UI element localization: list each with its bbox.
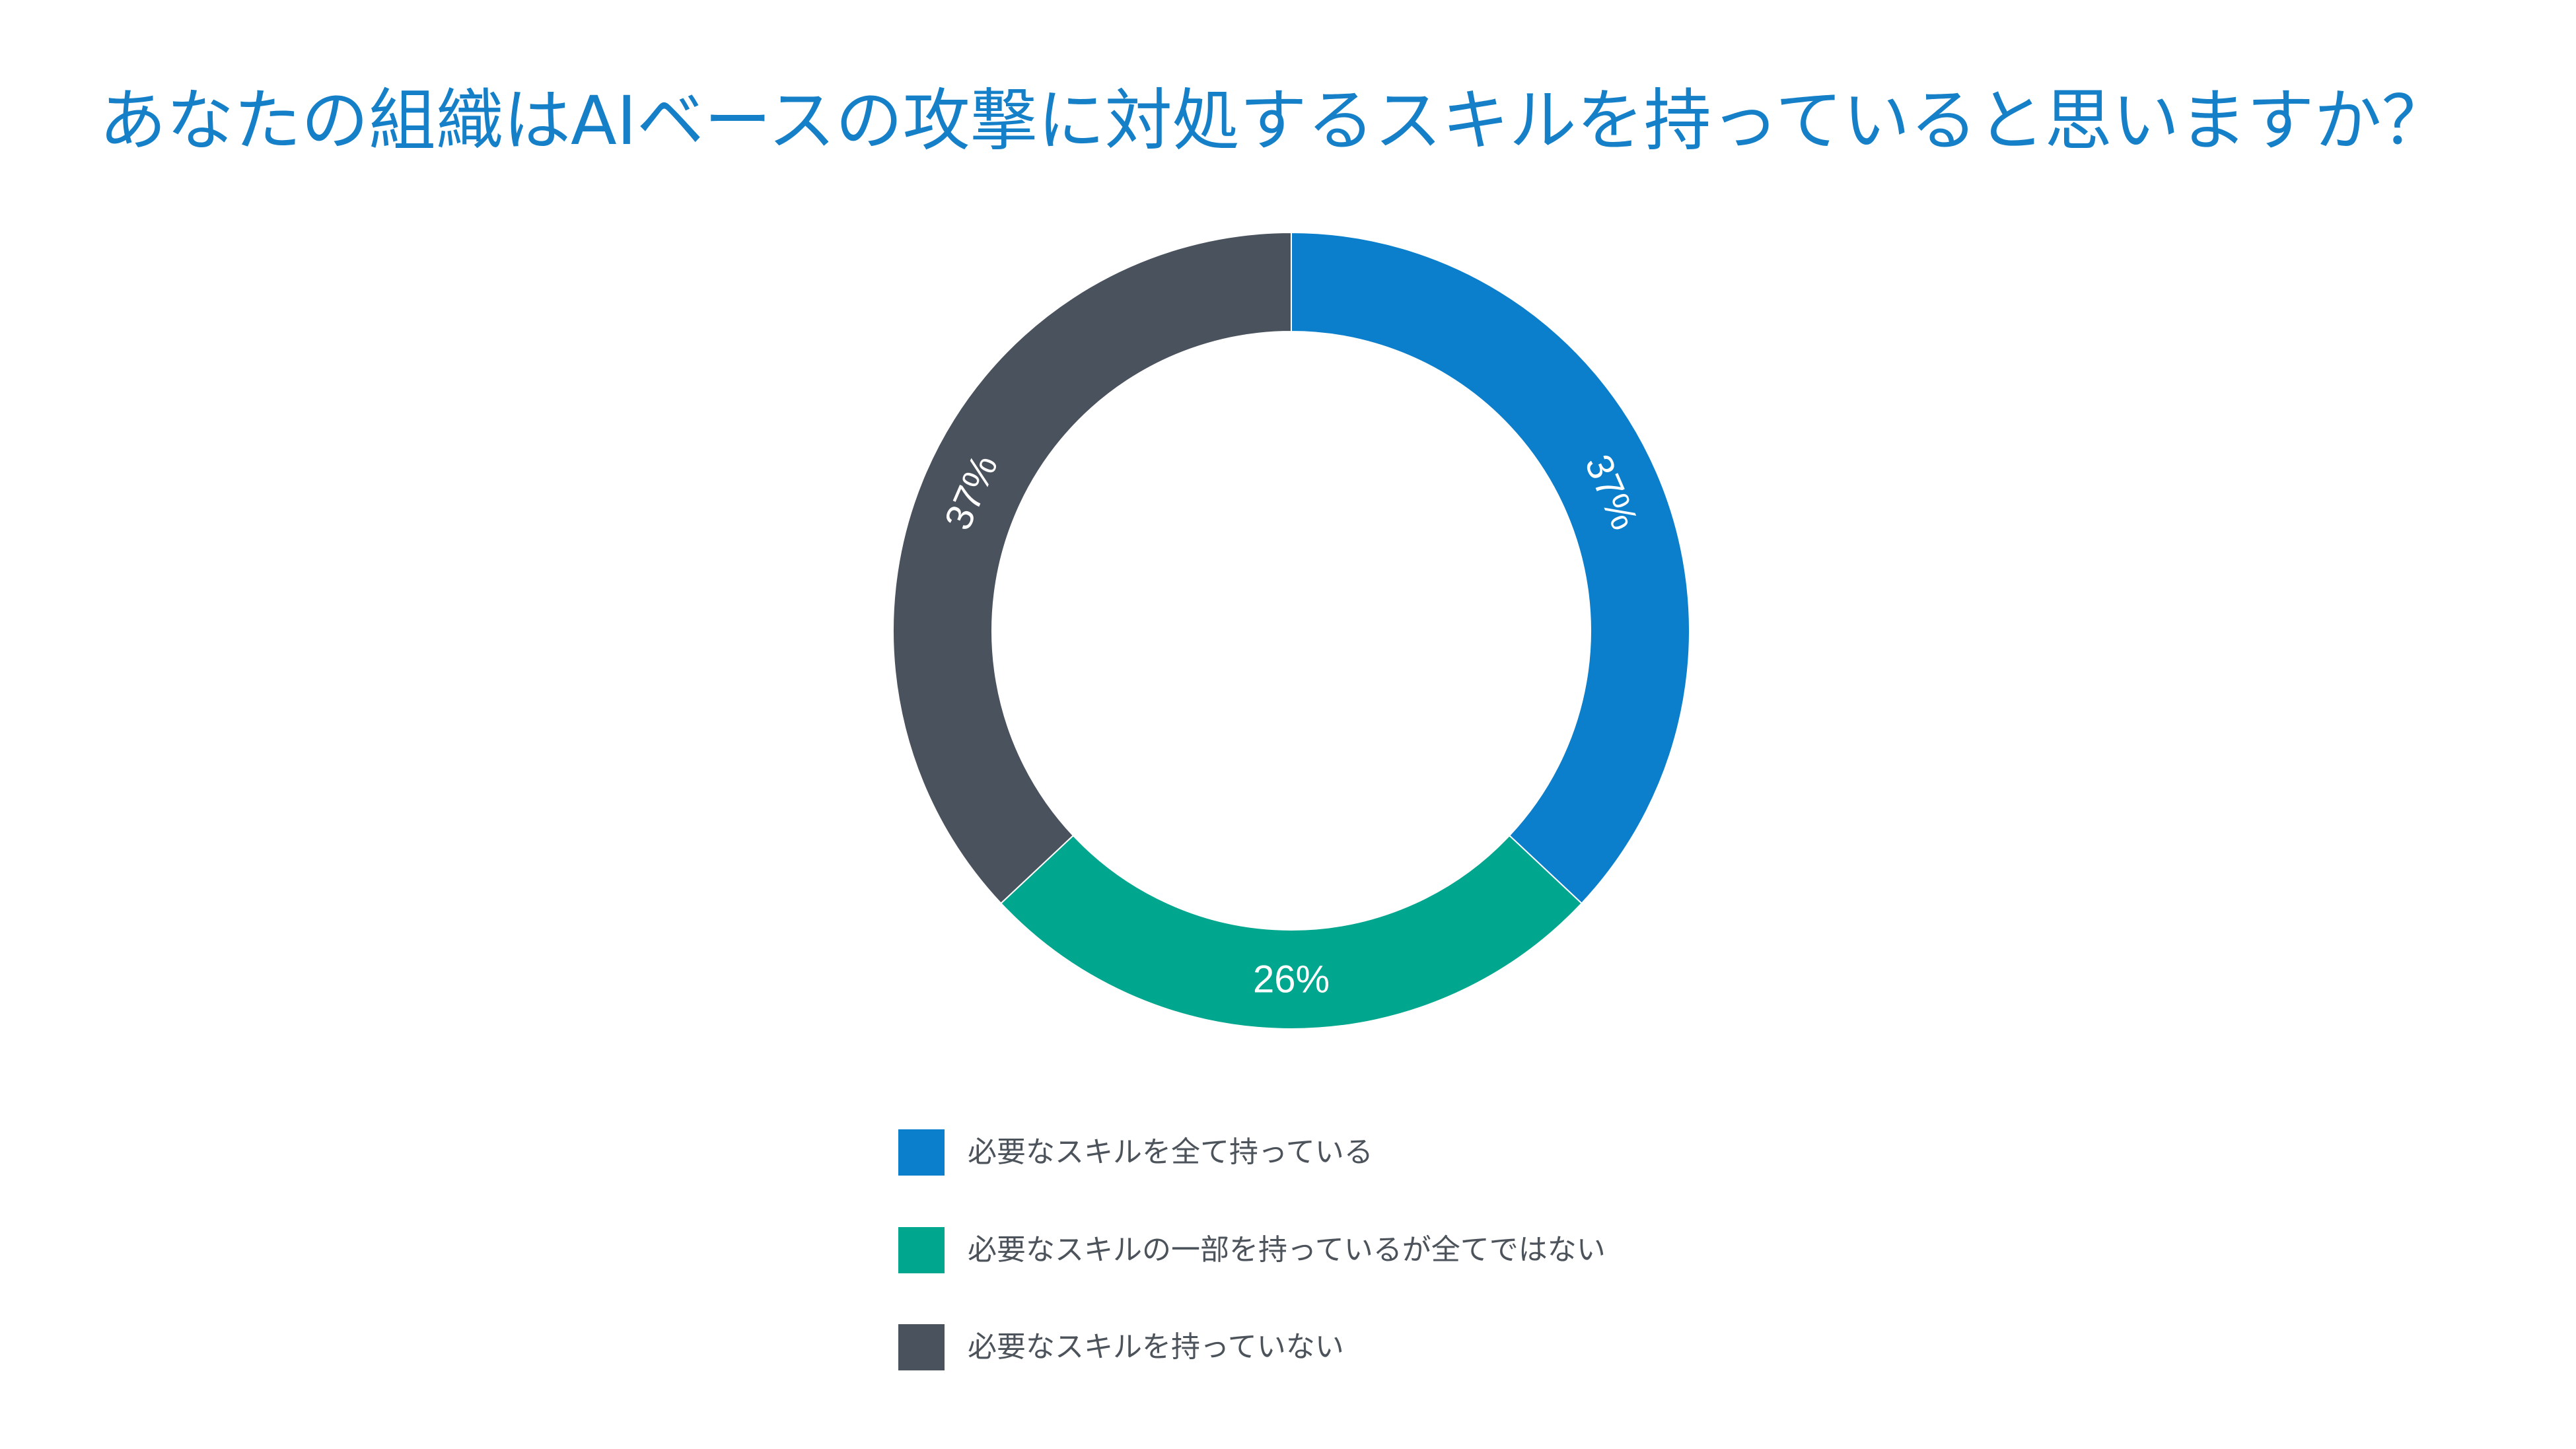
legend-item: 必要なスキルを全て持っている [898, 1129, 1373, 1176]
donut-chart: 37%26%37% [892, 231, 1690, 1030]
legend-swatch [898, 1324, 945, 1370]
donut-slices [892, 231, 1690, 1030]
donut-slice-2 [892, 231, 1292, 905]
legend-swatch [898, 1227, 945, 1273]
donut-slice-0 [1291, 231, 1690, 905]
legend-swatch [898, 1129, 945, 1176]
legend-label: 必要なスキルを持っていない [968, 1330, 1344, 1364]
legend-label: 必要なスキルを全て持っている [968, 1135, 1373, 1169]
legend-item: 必要なスキルを持っていない [898, 1324, 1344, 1370]
chart-title: あなたの組織はAIベースの攻撃に対処するスキルを持っていると思いますか？ [99, 82, 2449, 160]
data-label-1: 26% [1253, 958, 1330, 1001]
legend-label: 必要なスキルの一部を持っているが全てではない [968, 1233, 1606, 1267]
legend-item: 必要なスキルの一部を持っているが全てではない [898, 1227, 1606, 1273]
donut-slice-1 [1000, 834, 1583, 1030]
